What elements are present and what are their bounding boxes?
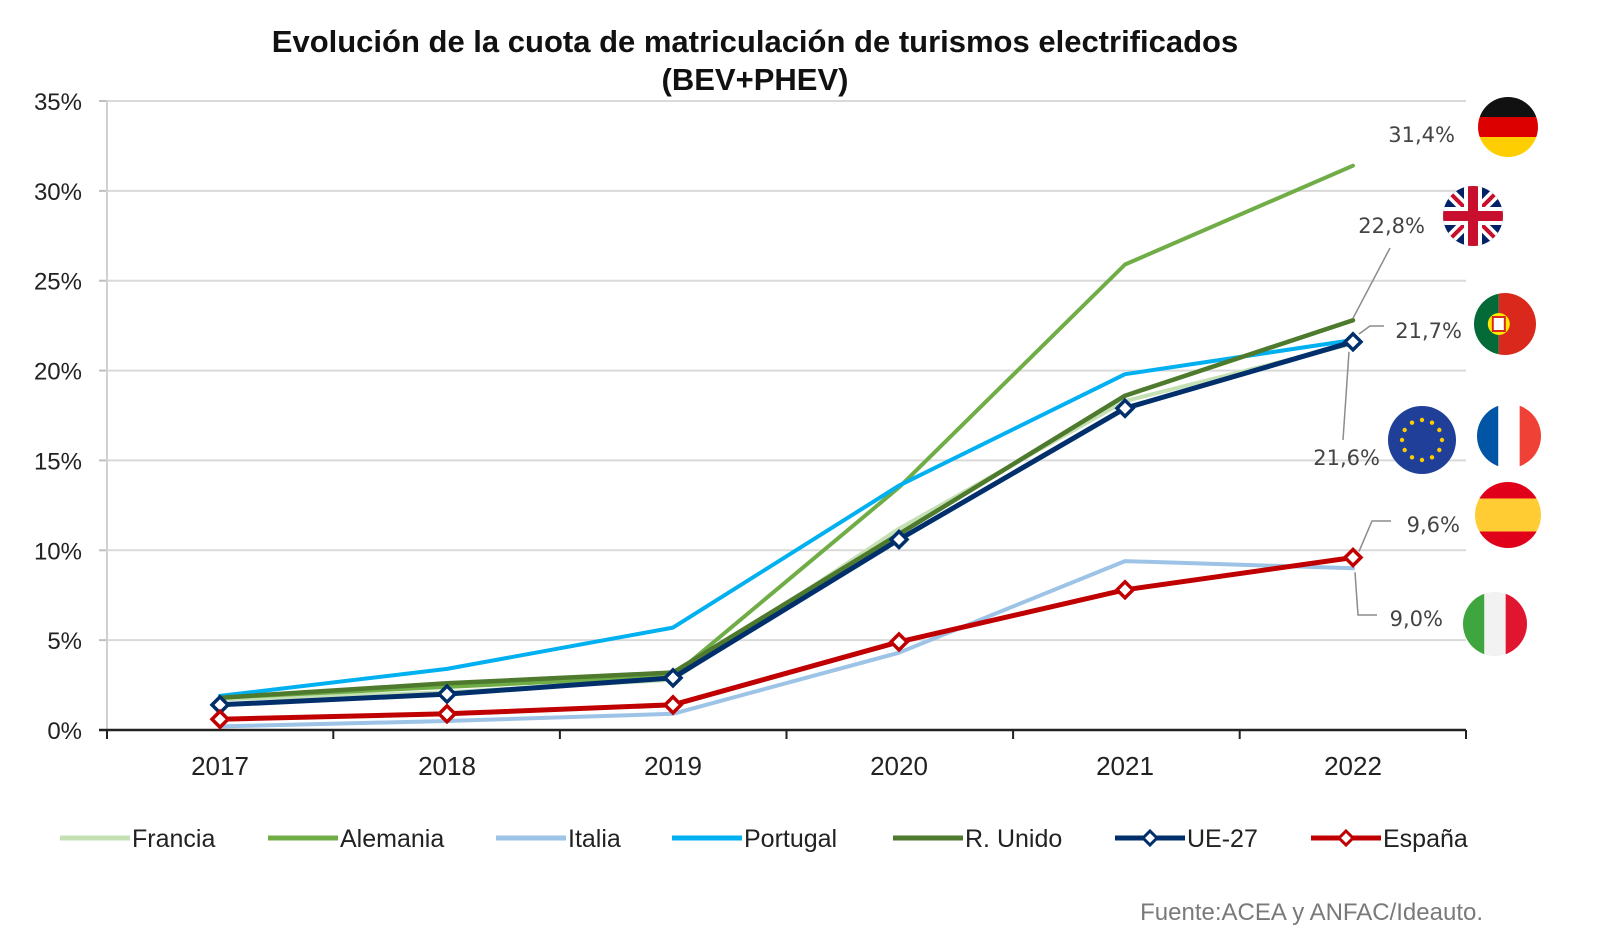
leader-line-espana (1358, 520, 1391, 552)
series-line-italia (218, 559, 1355, 729)
italy-flag-icon (1463, 592, 1527, 656)
gridlines (107, 100, 1466, 642)
marker-espana (209, 708, 231, 730)
series-line-ue-27 (217, 339, 1356, 708)
data-label-ue-27: 21,6% (1313, 446, 1380, 470)
chart-title: Evolución de la cuota de matriculación d… (272, 24, 1238, 59)
germany-flag-icon (1478, 97, 1538, 157)
x-tick-label: 2020 (870, 751, 928, 781)
data-label-r-unido: 22,8% (1358, 214, 1425, 238)
legend-item-italia: Italia (496, 825, 621, 853)
y-tick-label: 25% (34, 269, 82, 296)
legend-item-francia: Francia (60, 825, 215, 853)
legend-label: España (1383, 825, 1468, 853)
legend-marker (1336, 828, 1356, 848)
marker-ue-27 (436, 683, 458, 705)
leader-line-r-unido (1352, 247, 1391, 319)
legend-item-alemania: Alemania (268, 825, 444, 853)
x-axis: 2017 2018 2019 2020 2021 2022 (99, 728, 1467, 781)
portugal-flag-icon (1474, 293, 1536, 355)
leader-line-italia (1354, 572, 1377, 616)
marker-ue-27 (1342, 331, 1364, 353)
x-tick-label: 2021 (1096, 751, 1154, 781)
marker-ue-27 (1114, 397, 1136, 419)
y-tick-label: 5% (47, 628, 82, 655)
y-axis: 0% 5% 10% 15% 20% 25% 30% 35% (34, 89, 108, 745)
data-label-italia: 9,0% (1390, 607, 1443, 631)
marker-ue-27 (662, 667, 684, 689)
legend-label: Italia (568, 825, 621, 853)
uk-flag-icon (1443, 186, 1503, 246)
annotation-leaders (1342, 247, 1391, 616)
series-line-r-unido (217, 318, 1356, 700)
y-tick-label: 10% (34, 538, 82, 565)
y-tick-label: 15% (34, 448, 82, 475)
marker-espana (888, 631, 910, 653)
legend: Francia Alemania Italia Portugal R. Unido UE-… (60, 825, 1468, 853)
annotation-labels: 31,4% 22,8% 21,7% 21,6% 9,6% 9,0% (1313, 123, 1462, 631)
france-flag-icon (1477, 404, 1541, 468)
marker-espana (1114, 579, 1136, 601)
eu-flag-icon (1388, 406, 1456, 474)
y-tick-label: 35% (34, 89, 82, 116)
data-label-portugal: 21,7% (1395, 319, 1462, 343)
y-tick-label: 20% (34, 359, 82, 386)
legend-marker (1140, 828, 1160, 848)
spain-flag-icon (1475, 482, 1541, 548)
data-label-alemania: 31,4% (1388, 123, 1455, 147)
x-tick-label: 2018 (418, 751, 476, 781)
marker-espana (436, 703, 458, 725)
leader-line-portugal (1358, 325, 1384, 335)
flags (1388, 97, 1541, 656)
marker-ue-27 (888, 529, 910, 550)
series-line-francia (218, 341, 1355, 702)
legend-label: Francia (132, 825, 215, 853)
legend-label: Alemania (340, 825, 444, 853)
legend-item-ue-27: UE-27 (1115, 825, 1258, 853)
legend-item-r-unido: R. Unido (893, 825, 1062, 853)
series-line-portugal (218, 338, 1355, 698)
data-label-espana: 9,6% (1407, 513, 1460, 537)
x-tick-label: 2017 (191, 751, 249, 781)
legend-label: R. Unido (965, 825, 1062, 853)
legend-item-espana: España (1311, 825, 1468, 853)
series-line-espana (217, 555, 1356, 722)
marker-espana (662, 694, 684, 716)
legend-label: UE-27 (1187, 825, 1258, 853)
legend-label: Portugal (744, 825, 837, 853)
chart-subtitle: (BEV+PHEV) (662, 62, 849, 97)
x-tick-label: 2019 (644, 751, 702, 781)
x-tick-label: 2022 (1324, 751, 1382, 781)
source-note: Fuente:ACEA y ANFAC/Ideauto. (1140, 899, 1483, 926)
y-tick-label: 0% (47, 718, 82, 745)
marker-espana (1342, 546, 1364, 568)
series-lines (209, 163, 1364, 730)
legend-item-portugal: Portugal (672, 825, 837, 853)
y-tick-label: 30% (34, 179, 82, 206)
series-line-alemania (218, 163, 1355, 700)
leader-line-ue-27 (1342, 351, 1350, 441)
